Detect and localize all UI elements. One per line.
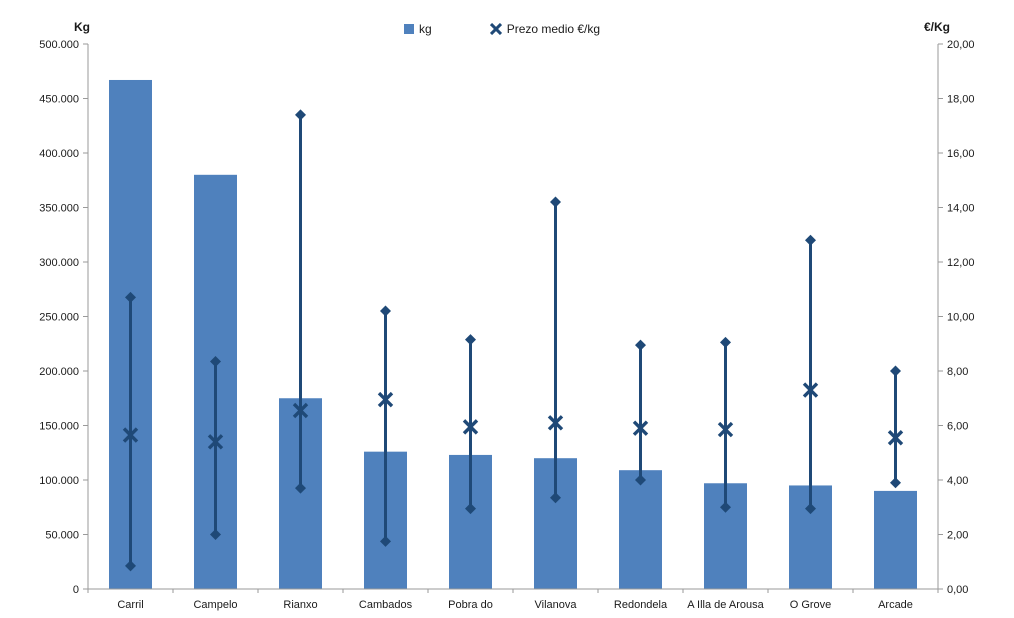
left-axis-tick-label: 200.000: [39, 366, 79, 378]
category-label-Arcade: Arcade: [878, 599, 913, 611]
avg-price-marker-Campelo: [207, 434, 224, 450]
left-axis-tick-label: 300.000: [39, 257, 79, 269]
avg-price-marker-Cambados: [377, 391, 394, 408]
avg-price-marker-Arcade: [887, 430, 904, 446]
legend: kg Prezo medio €/kg: [404, 22, 600, 36]
price-high-diamond-Redondela: [635, 339, 646, 351]
price-high-diamond-Vilanova: [550, 196, 561, 208]
avg-price-marker-Vilanova: [547, 415, 564, 431]
right-axis-title: €/Kg: [924, 20, 951, 34]
left-axis-tick-label: 250.000: [39, 312, 79, 324]
bar-Redondela: [619, 470, 662, 589]
avg-price-marker-A Illa de Arousa: [717, 421, 734, 438]
right-axis-tick-label: 8,00: [947, 366, 968, 378]
left-axis-tick-label: 150.000: [39, 421, 79, 433]
price-high-diamond-Rianxo: [295, 109, 306, 121]
left-axis-tick-label: 350.000: [39, 203, 79, 215]
price-high-diamond-Campelo: [210, 355, 221, 367]
price-high-diamond-Pobra do: [465, 334, 476, 346]
left-axis-tick-label: 50.000: [45, 530, 79, 542]
right-axis-tick-label: 18,00: [947, 94, 975, 106]
right-axis-tick-label: 12,00: [947, 257, 975, 269]
category-label-Cambados: Cambados: [359, 599, 413, 611]
avg-price-marker-Redondela: [632, 420, 649, 436]
price-high-diamond-Cambados: [380, 305, 391, 317]
category-label-Vilanova: Vilanova: [535, 599, 578, 611]
avg-price-marker-Carril: [122, 427, 139, 443]
right-axis-tick-label: 10,00: [947, 312, 975, 324]
legend-label-prezo-medio: Prezo medio €/kg: [506, 22, 601, 36]
price-low-diamond-O Grove: [805, 503, 816, 515]
price-low-diamond-Redondela: [635, 474, 646, 486]
x-marker-icon: [489, 22, 502, 36]
category-label-A Illa de Arousa: A Illa de Arousa: [687, 599, 764, 611]
right-axis-tick-label: 4,00: [947, 475, 968, 487]
right-axis-tick-label: 6,00: [947, 421, 968, 433]
left-axis-tick-label: 500.000: [39, 39, 79, 51]
price-low-diamond-Vilanova: [550, 492, 561, 504]
category-label-Rianxo: Rianxo: [283, 599, 317, 611]
price-low-diamond-Carril: [125, 560, 136, 572]
avg-price-marker-O Grove: [802, 382, 819, 398]
left-axis-title: Kg: [74, 20, 90, 34]
price-low-diamond-Campelo: [210, 529, 221, 540]
price-high-diamond-Carril: [125, 291, 136, 303]
right-axis-tick-label: 2,00: [947, 530, 968, 542]
avg-price-marker-Pobra do: [462, 419, 479, 435]
price-low-diamond-Cambados: [380, 535, 391, 547]
category-label-Redondela: Redondela: [614, 599, 668, 611]
price-low-diamond-Arcade: [890, 477, 901, 489]
bar-swatch-icon: [404, 24, 414, 34]
avg-price-marker-Rianxo: [292, 402, 309, 419]
category-label-O Grove: O Grove: [790, 599, 832, 611]
price-low-diamond-Pobra do: [465, 503, 476, 515]
category-label-Pobra do: Pobra do: [448, 599, 493, 611]
left-axis-tick-label: 0: [73, 584, 79, 596]
category-label-Campelo: Campelo: [193, 599, 237, 611]
price-high-diamond-A Illa de Arousa: [720, 336, 731, 348]
legend-item-kg[interactable]: kg: [404, 22, 432, 36]
bar-Arcade: [874, 490, 917, 589]
price-low-diamond-A Illa de Arousa: [720, 501, 731, 513]
right-axis-tick-label: 0,00: [947, 584, 968, 596]
legend-item-prezo-medio[interactable]: Prezo medio €/kg: [489, 22, 601, 36]
left-axis-tick-label: 450.000: [39, 94, 79, 106]
left-axis-tick-label: 400.000: [39, 148, 79, 160]
category-label-Carril: Carril: [117, 599, 143, 611]
left-axis-tick-label: 100.000: [39, 475, 79, 487]
right-axis-tick-label: 16,00: [947, 148, 975, 160]
price-high-diamond-O Grove: [805, 234, 816, 246]
right-axis-tick-label: 14,00: [947, 203, 975, 215]
right-axis-tick-label: 20,00: [947, 39, 975, 51]
legend-label-kg: kg: [419, 22, 432, 36]
price-low-diamond-Rianxo: [295, 482, 306, 494]
price-high-diamond-Arcade: [890, 365, 901, 377]
